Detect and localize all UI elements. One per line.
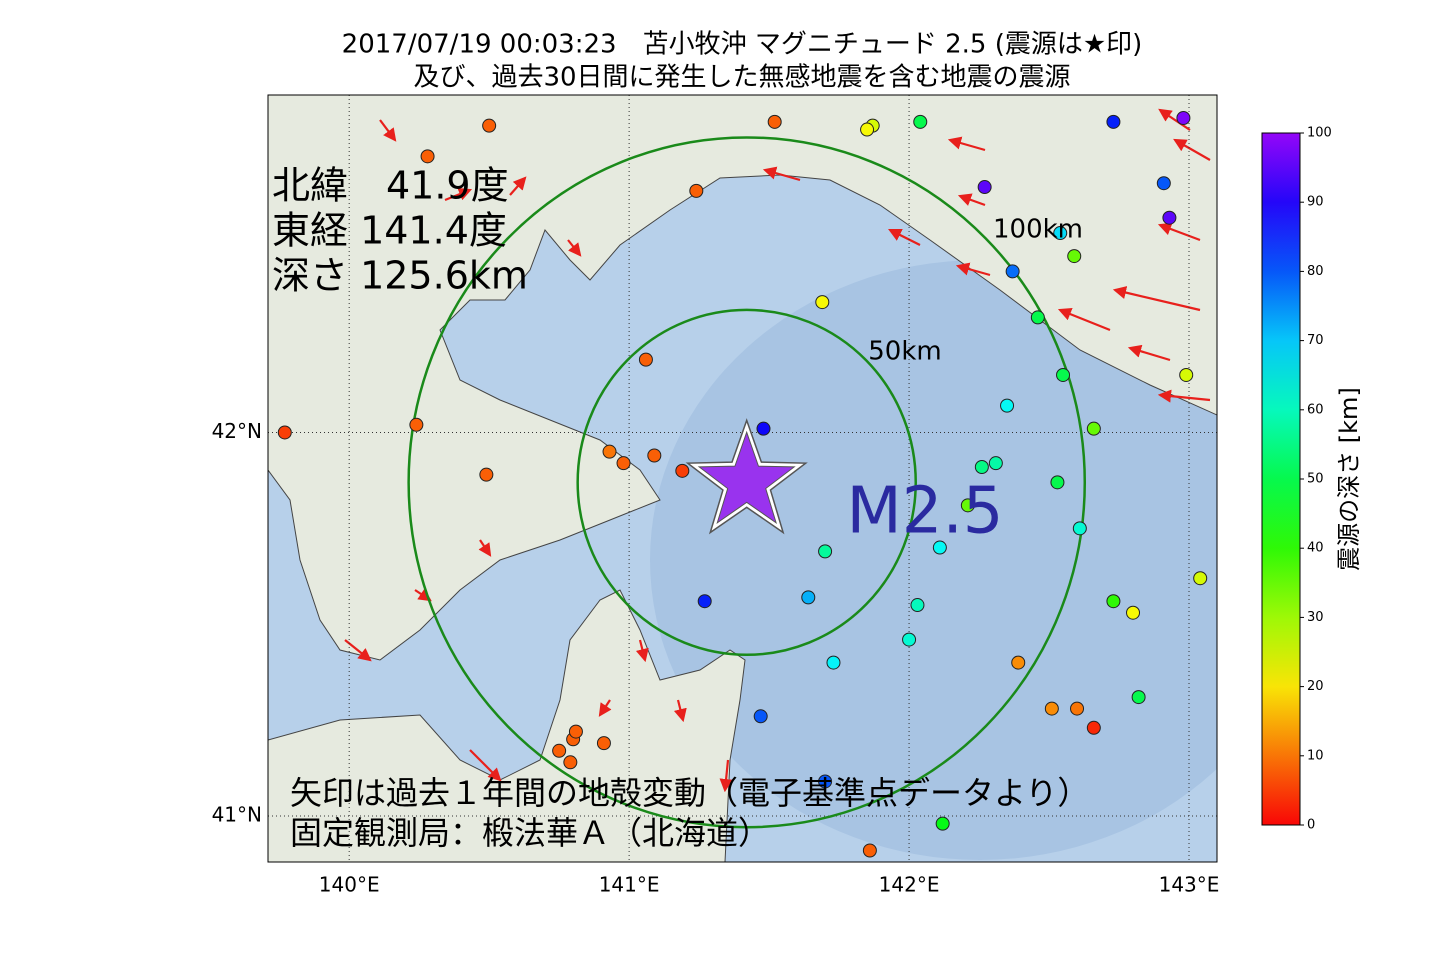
lat-tick-label: 42°N (212, 419, 262, 443)
note: 矢印は過去１年間の地殻変動（電子基準点データより） (290, 774, 1089, 812)
lat-tick-label: 41°N (212, 802, 262, 826)
earthquake (552, 743, 567, 758)
ring-label: 50km (868, 337, 941, 367)
land-hokkaido (268, 95, 1217, 661)
epicenter (685, 418, 808, 535)
earthquake (960, 498, 975, 513)
distance-rings (407, 136, 1087, 829)
lon-tick-label: 140°E (319, 873, 380, 897)
earthquake (1005, 264, 1020, 279)
earthquake (1126, 605, 1141, 620)
earthquake (1030, 310, 1045, 325)
earthquake (801, 590, 816, 605)
earthquake (932, 540, 947, 555)
colorbar-tick-label: 30 (1307, 610, 1324, 625)
map (268, 95, 1217, 862)
earthquake (1072, 521, 1087, 536)
earthquake (767, 114, 782, 129)
colorbar-tick-label: 80 (1307, 264, 1324, 279)
gps-arrows (344, 108, 1211, 793)
earthquake (1053, 226, 1068, 241)
distance-ring (576, 308, 917, 657)
ring-label: 100km (993, 215, 1083, 245)
earthquake (753, 709, 768, 724)
info-depth: 深さ 125.6km (272, 254, 528, 298)
distance-ring (407, 136, 1087, 829)
earthquake (1106, 114, 1121, 129)
earthquake (1050, 475, 1065, 490)
earthquake (818, 774, 833, 789)
earthquake (1106, 594, 1121, 609)
earthquake (977, 180, 992, 195)
lon-tick-label: 141°E (599, 873, 660, 897)
colorbar (1261, 132, 1301, 826)
earthquake (1156, 176, 1171, 191)
earthquake (862, 843, 877, 858)
earthquake (913, 114, 928, 129)
earthquake (818, 544, 833, 559)
earthquake (596, 736, 611, 751)
earthquake (1176, 111, 1191, 126)
earthquake (409, 417, 424, 432)
earthquake (756, 421, 771, 436)
earthquake (1162, 210, 1177, 225)
earthquake (697, 594, 712, 609)
title-line: 2017/07/19 00:03:23 苫小牧沖 マグニチュード 2.5 (震源… (342, 30, 1143, 60)
earthquake (1086, 720, 1101, 735)
map-frame (267, 94, 1218, 863)
earthquake (482, 118, 497, 133)
colorbar-tick-label: 50 (1307, 472, 1324, 487)
earthquake (479, 467, 494, 482)
colorbar-tick-label: 70 (1307, 333, 1324, 348)
earthquake (860, 122, 875, 137)
earthquake (568, 724, 583, 739)
earthquake (1179, 367, 1194, 382)
earthquake (815, 295, 830, 310)
earthquake (647, 448, 662, 463)
earthquake (1086, 421, 1101, 436)
earthquake (1056, 367, 1071, 382)
magnitude-label: M2.5 (847, 475, 1004, 549)
colorbar-tick-label: 20 (1307, 679, 1324, 694)
colorbar-tick-label: 40 (1307, 541, 1324, 556)
earthquake (826, 655, 841, 670)
earthquake (689, 183, 704, 198)
earthquake (420, 149, 435, 164)
earthquake (675, 463, 690, 478)
earthquake (974, 459, 989, 474)
colorbar-tick-label: 90 (1307, 195, 1324, 210)
earthquake (1070, 701, 1085, 716)
earthquake (602, 444, 617, 459)
earthquake (910, 598, 925, 613)
epicenter-star (697, 430, 796, 525)
info-latitude: 北緯 41.9度 (272, 164, 509, 208)
title-line: 及び、過去30日間に発生した無感地震を含む地震の震源 (413, 63, 1070, 93)
earthquake (1067, 249, 1082, 264)
earthquake (1131, 690, 1146, 705)
earthquake (902, 632, 917, 647)
earthquake (1011, 655, 1026, 670)
note: 固定観測局：椴法華Ａ（北海道） (290, 814, 770, 852)
lon-tick-label: 143°E (1159, 873, 1220, 897)
earthquake (1044, 701, 1059, 716)
earthquake (935, 816, 950, 831)
earthquake (616, 456, 631, 471)
earthquake (638, 352, 653, 367)
earthquake (988, 456, 1003, 471)
land-aomori (268, 589, 746, 862)
colorbar-tick-label: 60 (1307, 402, 1324, 417)
colorbar-label: 震源の深さ [km] (1335, 387, 1363, 571)
colorbar-tick-label: 100 (1307, 126, 1332, 141)
colorbar-tick-label: 10 (1307, 748, 1324, 763)
lon-tick-label: 142°E (879, 873, 940, 897)
earthquake (1193, 571, 1208, 586)
earthquake (277, 425, 292, 440)
info-longitude: 東経 141.4度 (272, 209, 507, 253)
earthquake (1000, 398, 1015, 413)
earthquakes (277, 111, 1208, 858)
colorbar-tick-label: 0 (1307, 818, 1315, 833)
earthquake (563, 755, 578, 770)
